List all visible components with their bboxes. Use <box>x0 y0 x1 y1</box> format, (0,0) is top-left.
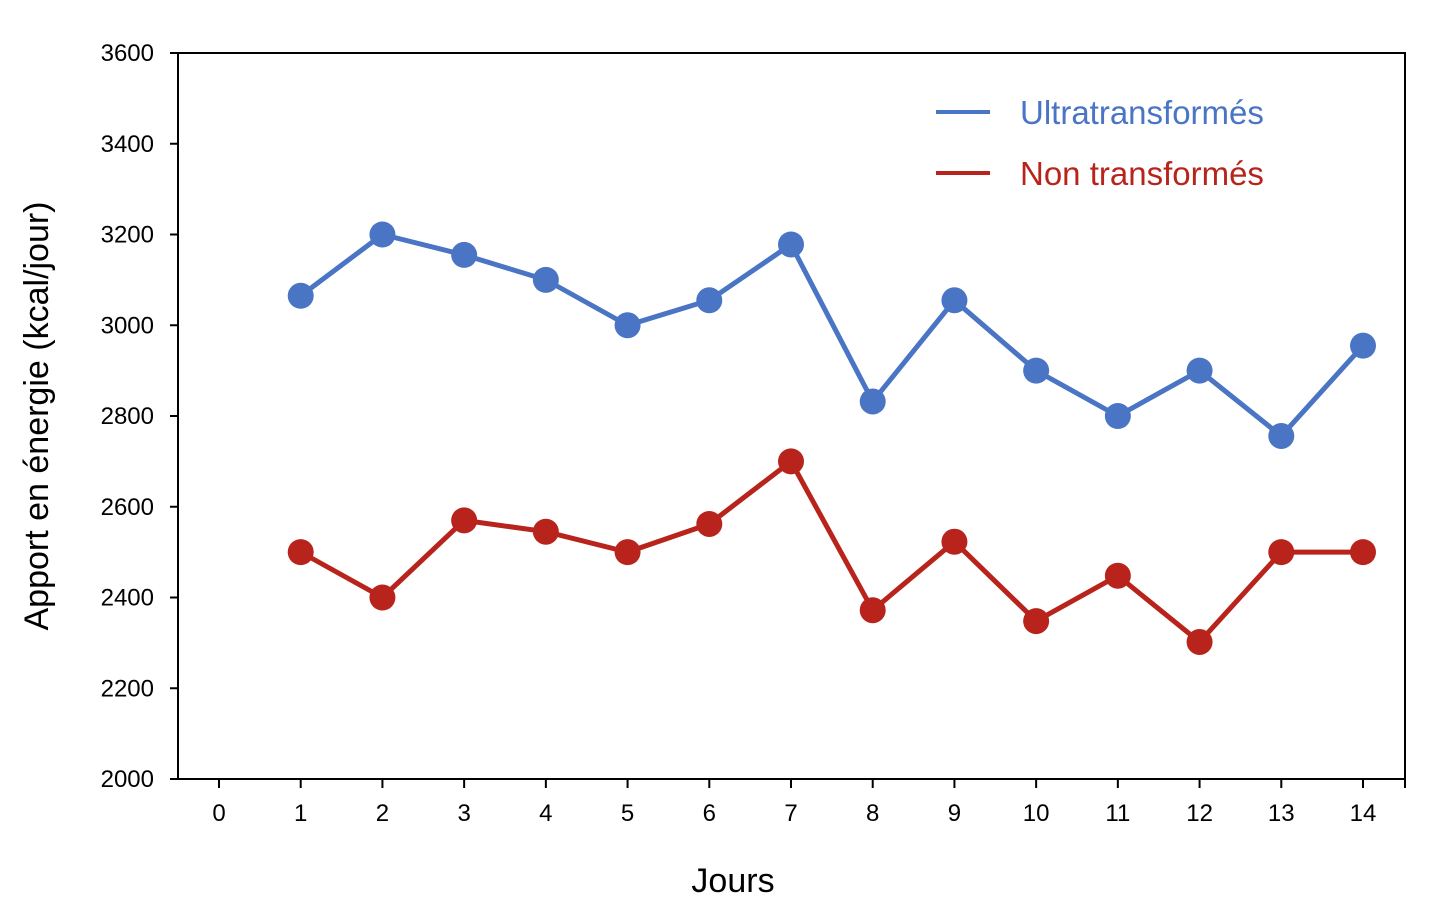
data-point <box>614 312 641 339</box>
data-point <box>369 584 396 611</box>
data-point <box>859 597 886 624</box>
data-point <box>941 287 968 314</box>
data-point <box>1023 357 1050 384</box>
series-layer <box>287 221 1376 655</box>
x-tick-label: 5 <box>621 800 634 827</box>
data-point <box>1186 357 1213 384</box>
y-tick-label: 3200 <box>101 222 154 249</box>
legend-label: Ultratransformés <box>1020 94 1264 131</box>
y-tick-label: 3400 <box>101 131 154 158</box>
x-tick-label: 3 <box>457 800 470 827</box>
x-tick-label: 4 <box>539 800 552 827</box>
legend-label: Non transformés <box>1020 155 1264 192</box>
data-point <box>1104 562 1131 589</box>
x-axis-title: Jours <box>691 862 774 900</box>
data-point <box>696 510 723 537</box>
data-point <box>1350 332 1376 359</box>
data-point <box>1268 539 1295 566</box>
x-tick-label: 12 <box>1186 800 1213 827</box>
data-point <box>778 231 804 258</box>
data-point <box>1186 628 1213 655</box>
y-tick-label: 2200 <box>101 675 154 702</box>
x-axis-ticks: 0 1 2 3 4 5 6 7 8 9 10 11 12 13 14 <box>212 779 1406 827</box>
data-point <box>1104 403 1131 429</box>
y-axis-title: Apport en énergie (kcal/jour) <box>18 201 56 630</box>
legend: Ultratransformés Non transformés <box>936 94 1264 192</box>
data-point <box>1268 422 1295 449</box>
data-point <box>287 539 314 566</box>
x-tick-label: 0 <box>212 800 225 827</box>
x-tick-label: 6 <box>703 800 716 827</box>
plot-area-frame <box>177 52 1406 780</box>
data-point <box>1023 608 1050 635</box>
data-point <box>287 282 314 309</box>
x-tick-label: 8 <box>866 800 879 827</box>
series-line <box>299 458 1363 645</box>
y-tick-label: 2400 <box>101 585 154 612</box>
series-2 <box>287 448 1376 655</box>
data-point <box>451 241 478 268</box>
series-1 <box>287 221 1376 449</box>
data-point <box>941 528 968 555</box>
y-tick-label: 2000 <box>101 766 154 793</box>
y-tick-label: 2800 <box>101 403 154 430</box>
data-point <box>696 287 723 314</box>
x-tick-label: 9 <box>948 800 961 827</box>
y-tick-label: 3000 <box>101 312 154 339</box>
x-tick-label: 11 <box>1105 800 1130 827</box>
x-tick-label: 10 <box>1023 800 1050 827</box>
data-point <box>369 221 396 248</box>
data-point <box>532 266 559 293</box>
data-point <box>1350 539 1376 566</box>
data-point <box>532 518 559 545</box>
x-tick-label: 13 <box>1268 800 1295 827</box>
series-line <box>299 232 1365 439</box>
data-point <box>778 448 804 475</box>
x-tick-label: 14 <box>1350 800 1377 827</box>
data-point <box>859 388 886 415</box>
y-tick-label: 2600 <box>101 494 154 521</box>
y-axis-ticks: 2000 2200 2400 2600 2800 3000 3200 3400 3600 <box>101 40 178 793</box>
data-point <box>614 539 641 566</box>
data-point <box>451 507 478 534</box>
x-tick-label: 1 <box>294 800 307 827</box>
y-tick-label: 3600 <box>101 40 154 67</box>
x-tick-label: 2 <box>376 800 389 827</box>
x-tick-label: 7 <box>784 800 797 827</box>
